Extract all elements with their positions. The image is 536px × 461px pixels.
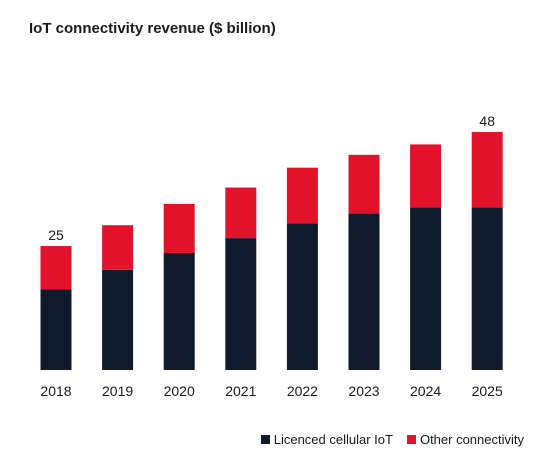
x-tick-label-2019: 2019 [102, 383, 133, 399]
legend-swatch-other-connectivity [406, 435, 416, 444]
legend-swatch-licenced-cellular-iot [260, 435, 270, 444]
x-tick-label-2018: 2018 [40, 383, 71, 399]
chart-title: IoT connectivity revenue ($ billion) [29, 20, 276, 37]
bar-licenced-cellular-iot-2021 [225, 238, 257, 370]
legend-label-other-connectivity: Other connectivity [419, 432, 524, 447]
bar-licenced-cellular-iot-2024 [410, 207, 442, 370]
x-tick-label-2021: 2021 [225, 383, 256, 399]
bar-other-connectivity-2024 [410, 144, 442, 208]
legend-label-licenced-cellular-iot: Licenced cellular IoT [273, 432, 393, 447]
chart-legend: Licenced cellular IoT Other connectivity [247, 432, 524, 447]
x-tick-label-2022: 2022 [287, 383, 318, 399]
bar-licenced-cellular-iot-2023 [348, 213, 380, 370]
bar-other-connectivity-2023 [348, 154, 380, 214]
x-tick-label-2024: 2024 [410, 383, 441, 399]
x-tick-label-2025: 2025 [472, 383, 503, 399]
bar-other-connectivity-2019 [102, 225, 134, 270]
bar-licenced-cellular-iot-2025 [471, 207, 503, 370]
total-label-2025: 48 [479, 113, 495, 129]
x-tick-label-2023: 2023 [348, 383, 379, 399]
bar-other-connectivity-2025 [471, 132, 503, 208]
legend-item-licenced-cellular-iot: Licenced cellular IoT [260, 432, 393, 447]
total-label-2018: 25 [48, 227, 64, 243]
x-tick-label-2020: 2020 [164, 383, 195, 399]
bar-licenced-cellular-iot-2020 [163, 252, 195, 370]
bar-other-connectivity-2018 [40, 246, 72, 290]
bar-other-connectivity-2021 [225, 187, 257, 239]
legend-item-other-connectivity: Other connectivity [406, 432, 524, 447]
bar-other-connectivity-2022 [286, 167, 318, 224]
bar-licenced-cellular-iot-2018 [40, 289, 72, 370]
bar-licenced-cellular-iot-2019 [102, 269, 134, 370]
bar-other-connectivity-2020 [163, 203, 195, 253]
bar-licenced-cellular-iot-2022 [286, 223, 318, 370]
